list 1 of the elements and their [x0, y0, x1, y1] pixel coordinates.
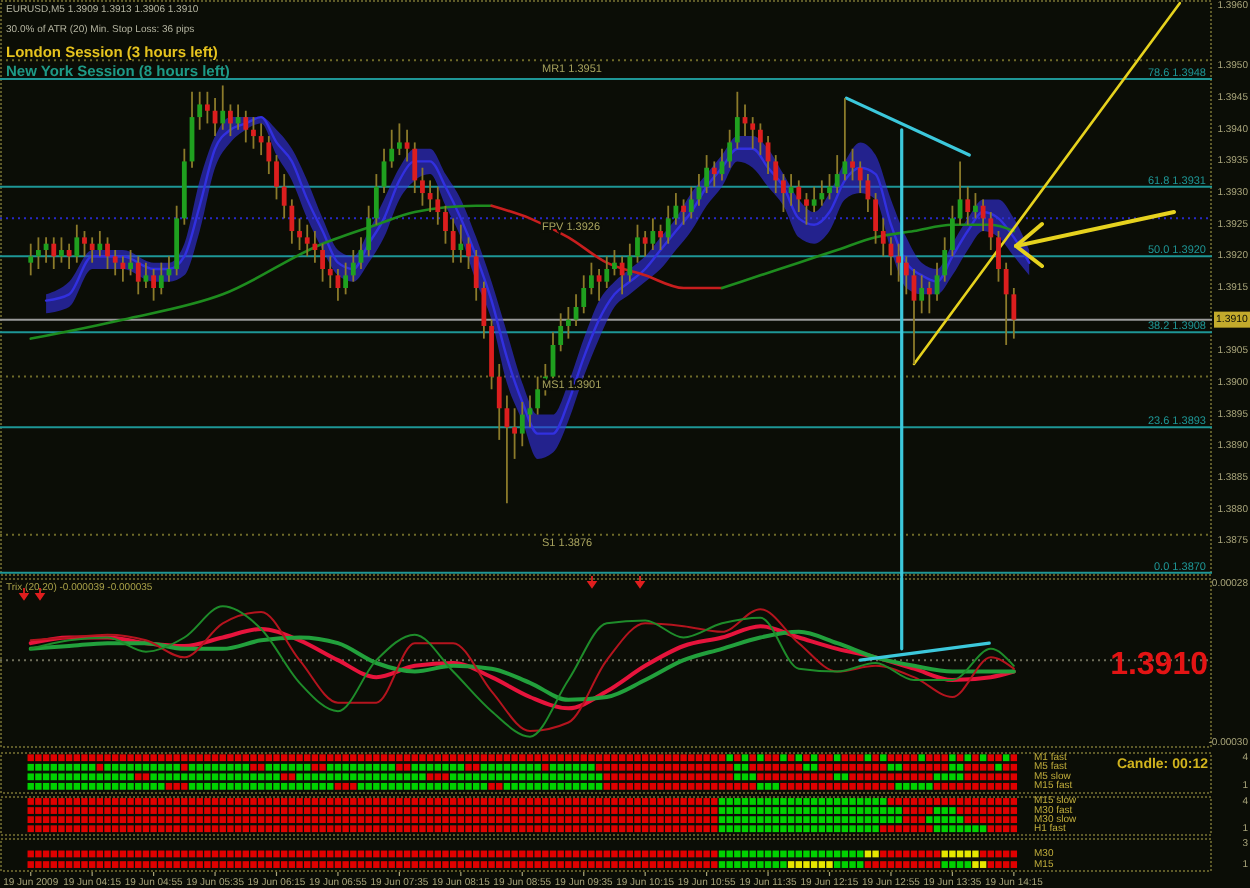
annotation: 1.3910	[1110, 648, 1209, 682]
